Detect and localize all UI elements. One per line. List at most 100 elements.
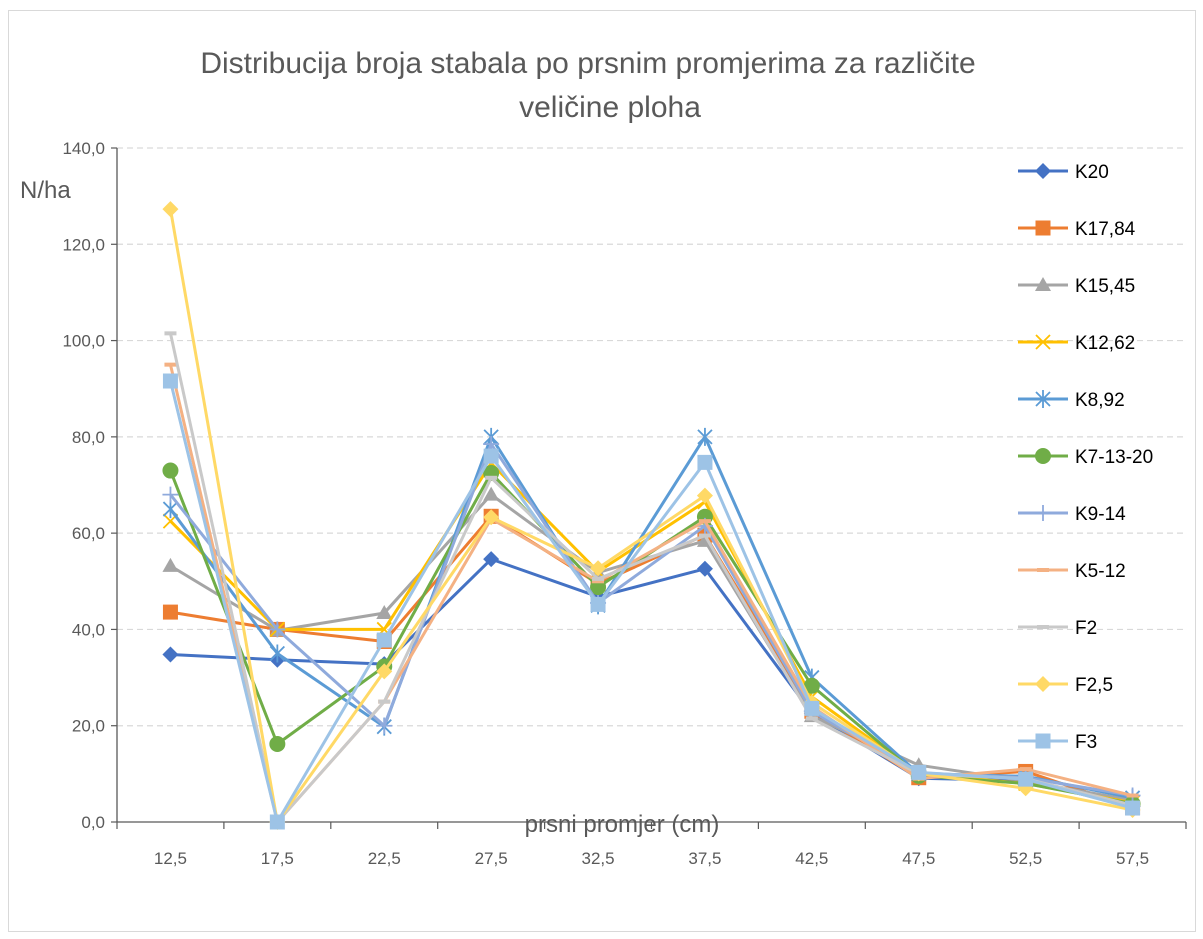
data-point (911, 764, 927, 780)
data-point (1035, 334, 1051, 350)
x-tick-label: 47,5 (902, 849, 935, 868)
data-point (1035, 163, 1051, 179)
legend-label: F2 (1075, 618, 1097, 639)
data-point (804, 700, 820, 716)
x-tick-label: 57,5 (1116, 849, 1149, 868)
legend-label: K8,92 (1075, 390, 1125, 411)
legend-entry: K20 (1018, 162, 1109, 183)
data-point (590, 560, 607, 577)
x-tick-label: 37,5 (688, 849, 721, 868)
legend-entry: K7-13-20 (1018, 447, 1153, 468)
data-point (162, 604, 178, 620)
data-point (1037, 568, 1049, 572)
legend: K20 K17,84 K15,45 K12,62 K8,92 K7-13-20 K9-14 K… (1018, 162, 1153, 753)
data-point (483, 448, 499, 464)
series-f2-5 (162, 201, 1141, 830)
x-tick-label: 22,5 (368, 849, 401, 868)
data-point (485, 475, 498, 480)
data-point (1019, 767, 1032, 772)
data-point (162, 462, 179, 479)
gridlines (111, 147, 1186, 823)
legend-entry: F2,5 (1018, 675, 1113, 696)
legend-label: K15,45 (1075, 276, 1135, 297)
legend-entry: K8,92 (1018, 390, 1125, 411)
chart-title-line-1: Distribucija broja stabala po prsnim pro… (200, 47, 975, 80)
x-tick-label: 42,5 (795, 849, 828, 868)
data-point (162, 646, 179, 663)
x-axis-label: prsni promjer (cm) (525, 811, 720, 838)
y-tick-label: 80,0 (72, 428, 105, 447)
data-point (805, 716, 818, 721)
data-point (697, 427, 713, 446)
legend-entry: K9-14 (1018, 504, 1126, 525)
series-line (169, 493, 1133, 802)
y-tick-label: 60,0 (72, 524, 105, 543)
data-point (1035, 676, 1051, 692)
data-point (162, 557, 179, 572)
series-k7-13-20 (162, 462, 1141, 812)
y-tick-label: 40,0 (72, 620, 105, 639)
data-point (483, 486, 500, 501)
y-tick-label: 100,0 (62, 332, 105, 351)
x-tick-label: 12,5 (154, 849, 187, 868)
x-tick-label: 27,5 (475, 849, 508, 868)
legend-label: K5-12 (1075, 561, 1126, 582)
series-lines (162, 201, 1141, 830)
legend-label: F2,5 (1075, 675, 1113, 696)
data-point (1035, 390, 1051, 408)
series-k5-12 (164, 362, 1139, 824)
data-point (269, 814, 285, 830)
series-line (168, 380, 1133, 824)
axes (116, 148, 1187, 829)
data-point (1035, 505, 1051, 521)
legend-entry: F2 (1018, 618, 1097, 639)
data-point (590, 596, 606, 612)
data-point (269, 621, 286, 638)
legend-entry: K15,45 (1018, 276, 1135, 297)
series-f2 (164, 331, 1139, 824)
x-tick-label: 52,5 (1009, 849, 1042, 868)
data-point (162, 201, 179, 218)
legend-label: F3 (1075, 732, 1097, 753)
data-point (376, 717, 393, 734)
data-point (376, 663, 393, 680)
data-point (164, 331, 177, 336)
series-line (168, 364, 1133, 824)
series-k9-14 (162, 436, 1141, 804)
x-tick-label: 32,5 (582, 849, 615, 868)
series-line (169, 442, 1133, 798)
data-point (592, 576, 605, 581)
y-tick-label: 140,0 (62, 139, 105, 158)
data-point (483, 551, 500, 568)
data-point (803, 677, 820, 694)
data-point (1035, 448, 1051, 464)
legend-label: K17,84 (1075, 219, 1136, 240)
y-tick-label: 20,0 (72, 717, 105, 736)
y-tick-label: 120,0 (62, 235, 105, 254)
data-point (164, 362, 177, 367)
data-point (1035, 277, 1051, 291)
legend-label: K9-14 (1075, 504, 1126, 525)
data-point (698, 519, 711, 524)
legend-entry: K17,84 (1018, 219, 1136, 240)
x-tick-labels: 12,5 17,5 22,5 27,5 32,5 37,5 42,5 47,5 52,5 57,5 (154, 849, 1149, 868)
data-point (696, 560, 713, 577)
data-point (269, 644, 285, 663)
data-point (1037, 625, 1049, 629)
series-k8-92 (162, 427, 1141, 807)
data-point (162, 500, 179, 519)
legend-label: K7-13-20 (1075, 447, 1153, 468)
legend-label: K20 (1075, 162, 1109, 183)
data-point (269, 736, 286, 753)
legend-entry: F3 (1018, 732, 1097, 753)
data-point (376, 605, 393, 620)
data-point (696, 487, 713, 504)
data-point (1126, 793, 1139, 798)
data-point (1125, 800, 1141, 816)
data-point (378, 699, 391, 704)
legend-entry: K5-12 (1018, 561, 1126, 582)
data-point (1035, 733, 1051, 749)
y-tick-label: 0,0 (81, 813, 105, 832)
series-line (168, 333, 1133, 824)
